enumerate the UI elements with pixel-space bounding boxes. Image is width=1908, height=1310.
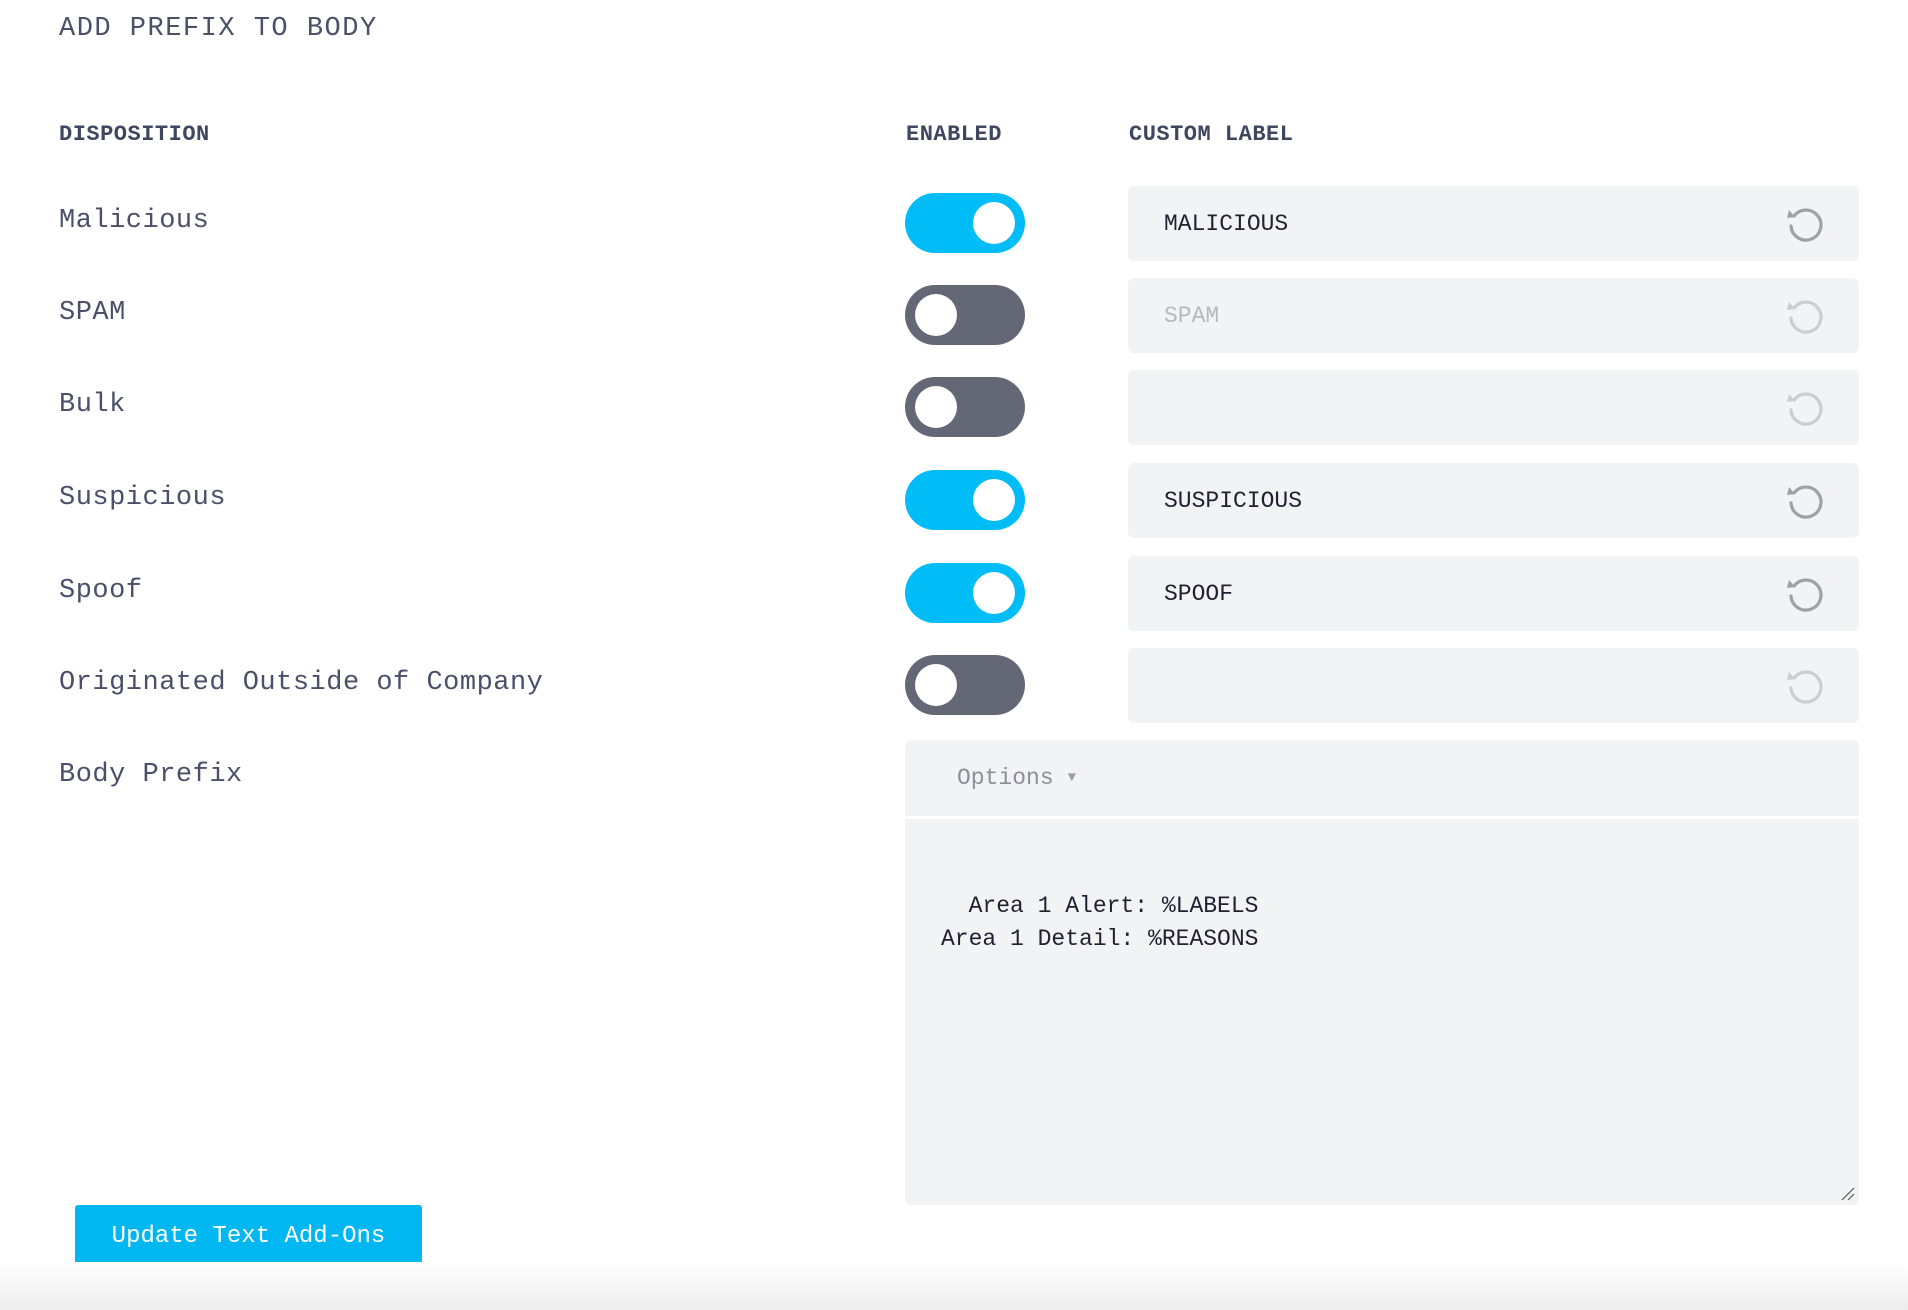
body-prefix-label: Body Prefix: [59, 760, 243, 790]
disposition-label: Spoof: [59, 576, 143, 606]
enabled-toggle[interactable]: [905, 655, 1025, 715]
custom-label-input[interactable]: SUSPICIOUS: [1128, 463, 1859, 538]
resize-handle-icon[interactable]: [1839, 1185, 1855, 1201]
reset-icon[interactable]: [1785, 481, 1825, 521]
reset-icon[interactable]: [1785, 574, 1825, 614]
body-prefix-textarea[interactable]: Area 1 Alert: %LABELS Area 1 Detail: %RE…: [905, 819, 1859, 1205]
reset-icon[interactable]: [1785, 388, 1825, 428]
header-custom-label: CUSTOM LABEL: [1129, 122, 1294, 147]
update-text-add-ons-button[interactable]: Update Text Add-Ons: [75, 1205, 422, 1268]
enabled-toggle[interactable]: [905, 377, 1025, 437]
disposition-label: SPAM: [59, 298, 126, 328]
toggle-knob: [915, 294, 957, 336]
body-prefix-text: Area 1 Alert: %LABELS Area 1 Detail: %RE…: [941, 893, 1259, 952]
custom-label-value: SPAM: [1164, 302, 1220, 329]
enabled-toggle[interactable]: [905, 285, 1025, 345]
custom-label-input[interactable]: SPAM: [1128, 278, 1859, 353]
reset-icon[interactable]: [1785, 204, 1825, 244]
toggle-knob: [973, 572, 1015, 614]
custom-label-value: SUSPICIOUS: [1164, 487, 1303, 514]
caret-down-icon: ▼: [1067, 770, 1077, 786]
enabled-toggle[interactable]: [905, 563, 1025, 623]
custom-label-input[interactable]: MALICIOUS: [1128, 186, 1859, 261]
disposition-label: Bulk: [59, 390, 126, 420]
reset-icon[interactable]: [1785, 296, 1825, 336]
options-label: Options: [957, 765, 1054, 791]
bottom-shadow: [0, 1262, 1908, 1310]
disposition-label: Suspicious: [59, 483, 227, 513]
enabled-toggle[interactable]: [905, 193, 1025, 253]
options-dropdown[interactable]: Options ▼: [905, 740, 1859, 816]
enabled-toggle[interactable]: [905, 470, 1025, 530]
toggle-knob: [973, 202, 1015, 244]
toggle-knob: [915, 386, 957, 428]
toggle-knob: [973, 479, 1015, 521]
custom-label-input[interactable]: SPOOF: [1128, 556, 1859, 631]
header-enabled: ENABLED: [906, 122, 1002, 147]
custom-label-input[interactable]: [1128, 370, 1859, 445]
disposition-label: Originated Outside of Company: [59, 668, 544, 698]
custom-label-input[interactable]: [1128, 648, 1859, 723]
custom-label-value: SPOOF: [1164, 580, 1234, 607]
toggle-knob: [915, 664, 957, 706]
disposition-label: Malicious: [59, 206, 210, 236]
reset-icon[interactable]: [1785, 666, 1825, 706]
section-title: ADD PREFIX TO BODY: [59, 14, 378, 44]
custom-label-value: MALICIOUS: [1164, 210, 1289, 237]
header-disposition: DISPOSITION: [59, 122, 210, 147]
